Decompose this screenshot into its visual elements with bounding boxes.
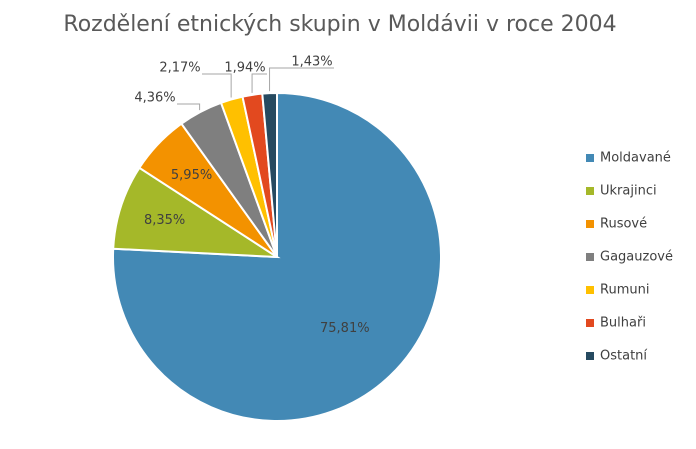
pie-slice	[112, 91, 442, 422]
legend-marker	[586, 352, 594, 360]
legend-marker	[586, 286, 594, 294]
legend-marker	[586, 319, 594, 327]
data-label: 1,43%	[291, 55, 332, 70]
legend-label: Gagauzové	[600, 250, 673, 265]
legend-label: Rusové	[600, 217, 647, 232]
data-label: 1,94%	[224, 61, 265, 76]
legend-marker	[586, 253, 594, 261]
data-label: 75,81%	[320, 321, 370, 336]
legend-marker	[586, 220, 594, 228]
leader-line	[269, 67, 334, 92]
legend-label: Moldavané	[600, 151, 671, 166]
legend-label: Ostatní	[600, 349, 647, 364]
chart-title: Rozdělení etnických skupin v Moldávii v …	[63, 12, 616, 37]
leader-line	[177, 103, 201, 111]
legend-marker	[586, 154, 594, 162]
pie-slice	[112, 166, 281, 259]
leader-line	[251, 73, 267, 93]
data-label: 8,35%	[144, 213, 185, 228]
data-label: 2,17%	[159, 61, 200, 76]
data-label: 4,36%	[134, 91, 175, 106]
leader-line	[202, 73, 232, 98]
legend-label: Bulhaři	[600, 316, 646, 331]
pie-slice	[261, 91, 278, 258]
data-label: 5,95%	[171, 168, 212, 183]
legend-label: Rumuni	[600, 283, 649, 298]
legend-label: Ukrajinci	[600, 184, 657, 199]
legend-marker	[586, 187, 594, 195]
